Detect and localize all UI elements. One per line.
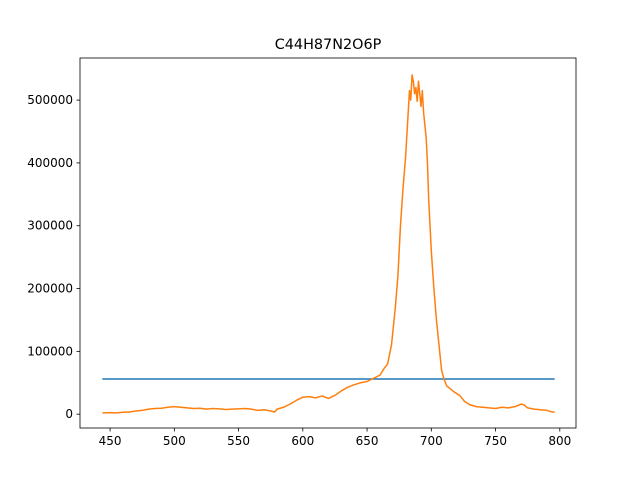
series-line-2 [102,74,555,414]
x-tick-label: 600 [291,434,314,448]
x-tick-label: 550 [227,434,250,448]
x-axis: 450 500 550 600 650 700 750 800 [99,428,571,448]
x-tick-label: 700 [420,434,443,448]
y-tick-label: 400000 [27,156,73,170]
y-tick-label: 500000 [27,93,73,107]
plot-frame [79,57,577,429]
y-tick-label: 100000 [27,344,73,358]
x-tick-label: 500 [163,434,186,448]
x-tick-label: 750 [484,434,507,448]
x-tick-label: 800 [548,434,571,448]
y-tick-label: 0 [65,407,73,421]
y-tick-label: 200000 [27,282,73,296]
plot-area [80,58,576,428]
x-tick-label: 650 [356,434,379,448]
x-tick-label: 450 [99,434,122,448]
chart-title: C44H87N2O6P [275,37,382,53]
y-axis: 0 100000 200000 300000 400000 500000 [27,93,80,421]
series-layer [102,74,555,414]
y-tick-label: 300000 [27,219,73,233]
